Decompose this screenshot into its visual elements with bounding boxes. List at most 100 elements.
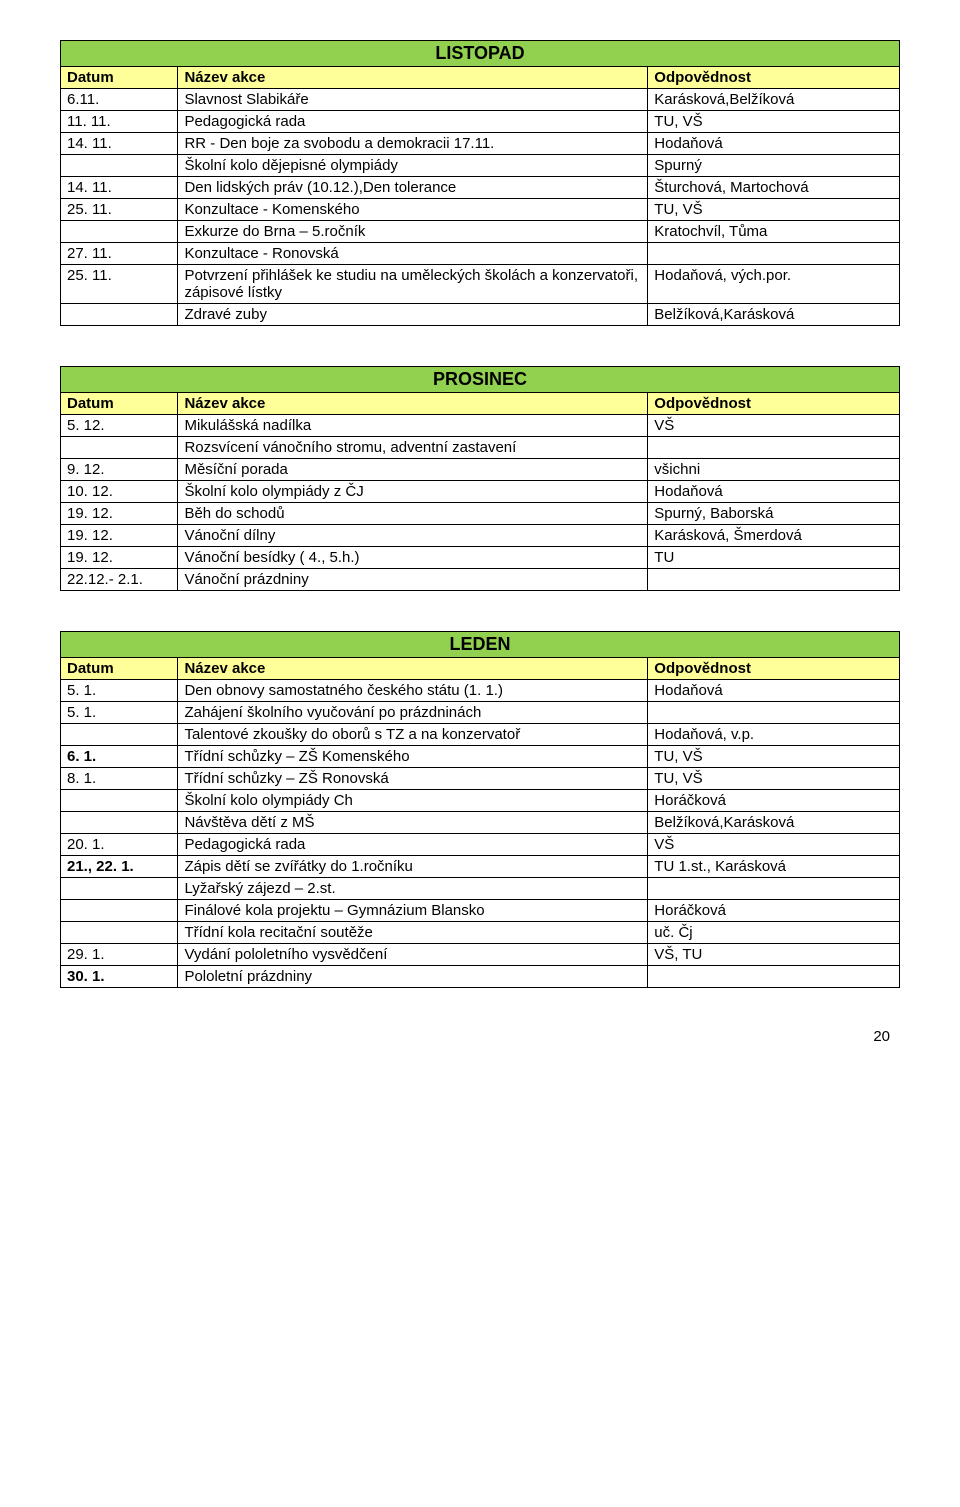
table-row: 30. 1.Pololetní prázdniny [61,966,900,988]
cell-name: Pedagogická rada [178,834,648,856]
cell-resp: Šturchová, Martochová [648,177,900,199]
cell-name: Zdravé zuby [178,304,648,326]
cell-date [61,900,178,922]
cell-name: Exkurze do Brna – 5.ročník [178,221,648,243]
table-row: 6.11.Slavnost SlabikářeKarásková,Belžíko… [61,89,900,111]
column-header-name: Název akce [178,658,648,680]
tables-container: LISTOPADDatumNázev akceOdpovědnost6.11.S… [60,40,900,988]
cell-name: Slavnost Slabikáře [178,89,648,111]
cell-resp: TU, VŠ [648,768,900,790]
table-row: 8. 1.Třídní schůzky – ZŠ RonovskáTU, VŠ [61,768,900,790]
cell-resp [648,702,900,724]
cell-date: 30. 1. [61,966,178,988]
cell-date [61,155,178,177]
cell-resp: TU [648,547,900,569]
cell-date: 6. 1. [61,746,178,768]
table-row: 29. 1.Vydání pololetního vysvědčeníVŠ, T… [61,944,900,966]
cell-resp [648,243,900,265]
cell-date: 19. 12. [61,547,178,569]
cell-name: Školní kolo olympiády z ČJ [178,481,648,503]
table-row: 11. 11.Pedagogická radaTU, VŠ [61,111,900,133]
cell-name: Talentové zkoušky do oborů s TZ a na kon… [178,724,648,746]
cell-name: Konzultace - Komenského [178,199,648,221]
column-header-resp: Odpovědnost [648,658,900,680]
table-row: 10. 12.Školní kolo olympiády z ČJHodaňov… [61,481,900,503]
cell-name: Finálové kola projektu – Gymnázium Blans… [178,900,648,922]
cell-resp: Horáčková [648,790,900,812]
cell-resp: VŠ [648,415,900,437]
cell-date [61,221,178,243]
column-header-resp: Odpovědnost [648,393,900,415]
cell-resp: Belžíková,Karásková [648,304,900,326]
cell-date: 10. 12. [61,481,178,503]
cell-name: Zahájení školního vyučování po prázdniná… [178,702,648,724]
cell-resp: Spurný, Baborská [648,503,900,525]
cell-name: Rozsvícení vánočního stromu, adventní za… [178,437,648,459]
column-header-name: Název akce [178,393,648,415]
schedule-table: PROSINECDatumNázev akceOdpovědnost 5. 12… [60,366,900,591]
cell-name: Vánoční dílny [178,525,648,547]
cell-resp: VŠ [648,834,900,856]
column-header-date: Datum [61,658,178,680]
table-row: Exkurze do Brna – 5.ročníkKratochvíl, Tů… [61,221,900,243]
table-row: 6. 1.Třídní schůzky – ZŠ KomenskéhoTU, V… [61,746,900,768]
schedule-table: LEDENDatumNázev akceOdpovědnost 5. 1.Den… [60,631,900,988]
table-row: 5. 12.Mikulášská nadílkaVŠ [61,415,900,437]
cell-date: 20. 1. [61,834,178,856]
cell-date: 11. 11. [61,111,178,133]
cell-name: Pedagogická rada [178,111,648,133]
table-row: 27. 11.Konzultace - Ronovská [61,243,900,265]
cell-resp [648,437,900,459]
cell-name: Den lidských práv (10.12.),Den tolerance [178,177,648,199]
cell-resp: Hodaňová [648,481,900,503]
cell-date: 9. 12. [61,459,178,481]
table-row: 25. 11.Potvrzení přihlášek ke studiu na … [61,265,900,304]
table-title: PROSINEC [61,367,900,393]
cell-resp: TU, VŠ [648,199,900,221]
table-row: Finálové kola projektu – Gymnázium Blans… [61,900,900,922]
table-row: 20. 1.Pedagogická radaVŠ [61,834,900,856]
cell-date [61,812,178,834]
table-row: 9. 12.Měsíční poradavšichni [61,459,900,481]
cell-resp: VŠ, TU [648,944,900,966]
cell-name: Běh do schodů [178,503,648,525]
cell-name: Třídní schůzky – ZŠ Komenského [178,746,648,768]
cell-name: RR - Den boje za svobodu a demokracii 17… [178,133,648,155]
cell-resp: Belžíková,Karásková [648,812,900,834]
table-row: Talentové zkoušky do oborů s TZ a na kon… [61,724,900,746]
cell-date [61,304,178,326]
cell-name: Lyžařský zájezd – 2.st. [178,878,648,900]
cell-resp: Horáčková [648,900,900,922]
cell-resp: Hodaňová [648,133,900,155]
table-row: Zdravé zubyBelžíková,Karásková [61,304,900,326]
cell-resp: Hodaňová, vých.por. [648,265,900,304]
table-row: 21., 22. 1.Zápis dětí se zvířátky do 1.r… [61,856,900,878]
cell-date [61,724,178,746]
cell-name: Měsíční porada [178,459,648,481]
cell-date: 5. 1. [61,702,178,724]
cell-resp: uč. Čj [648,922,900,944]
cell-resp: Hodaňová, v.p. [648,724,900,746]
cell-date [61,790,178,812]
cell-name: Konzultace - Ronovská [178,243,648,265]
column-header-date: Datum [61,393,178,415]
cell-name: Vánoční besídky ( 4., 5.h.) [178,547,648,569]
table-row: Rozsvícení vánočního stromu, adventní za… [61,437,900,459]
table-title: LISTOPAD [61,41,900,67]
cell-date: 25. 11. [61,199,178,221]
cell-date: 19. 12. [61,525,178,547]
table-row: 19. 12.Vánoční besídky ( 4., 5.h.)TU [61,547,900,569]
cell-resp [648,878,900,900]
cell-name: Vánoční prázdniny [178,569,648,591]
cell-date: 29. 1. [61,944,178,966]
cell-date: 21., 22. 1. [61,856,178,878]
cell-name: Třídní schůzky – ZŠ Ronovská [178,768,648,790]
cell-name: Vydání pololetního vysvědčení [178,944,648,966]
cell-resp: TU, VŠ [648,746,900,768]
cell-date: 14. 11. [61,133,178,155]
column-header-resp: Odpovědnost [648,67,900,89]
cell-name: Školní kolo dějepisné olympiády [178,155,648,177]
cell-resp [648,966,900,988]
table-row: 25. 11.Konzultace - KomenskéhoTU, VŠ [61,199,900,221]
cell-date [61,878,178,900]
